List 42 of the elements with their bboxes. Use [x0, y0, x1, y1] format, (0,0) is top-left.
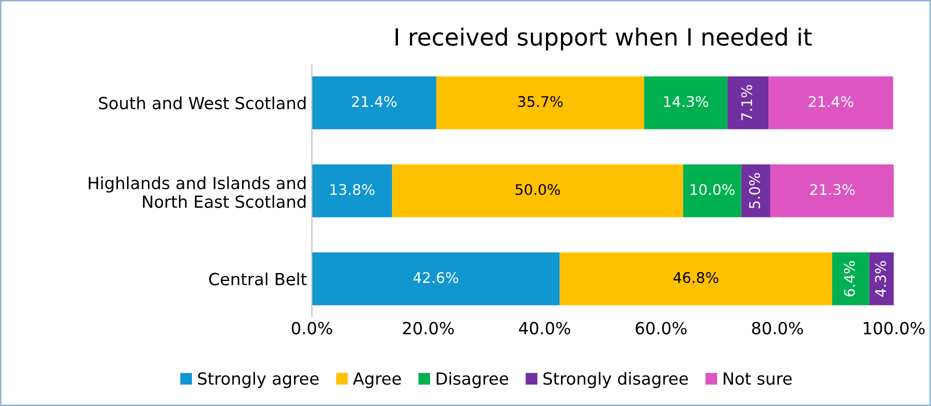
data-label: 14.3%	[664, 96, 708, 108]
legend-label: Disagree	[436, 372, 508, 388]
data-label: 5.0%	[749, 173, 760, 208]
data-label: 50.0%	[516, 184, 560, 196]
bar	[560, 252, 832, 306]
data-label: 35.7%	[518, 96, 563, 108]
data-label: 21.4%	[352, 96, 397, 108]
bar	[644, 76, 728, 130]
data-label: 13.8%	[330, 184, 374, 196]
data-label: 46.8%	[673, 272, 718, 284]
data-label: 21.3%	[810, 184, 855, 196]
y-tick-label: South and West Scotland	[99, 96, 306, 110]
bar	[436, 76, 644, 130]
x-tick-label: 20.0%	[403, 322, 454, 334]
x-tick-label: 60.0%	[636, 322, 687, 334]
legend-label: Strongly agree	[198, 372, 319, 388]
chart-title: I received support when I needed it	[396, 28, 812, 50]
bar	[312, 76, 436, 130]
x-tick-label: 40.0%	[518, 322, 570, 334]
bar	[768, 76, 894, 130]
legend-label: Strongly disagree	[543, 372, 688, 388]
bar	[741, 164, 770, 218]
data-label: 7.1%	[741, 85, 752, 120]
bar	[727, 76, 769, 130]
y-tick-label: Central Belt	[209, 272, 307, 286]
y-tick-label: Highlands and Islands and North East Scotland	[88, 176, 306, 208]
bar	[312, 252, 560, 306]
bar	[832, 252, 870, 306]
bar	[392, 164, 684, 218]
x-tick-label: 100.0%	[864, 322, 925, 334]
x-tick-label: 0.0%	[292, 322, 332, 334]
data-label: 4.3%	[875, 261, 886, 297]
x-tick-label: 80.0%	[752, 322, 803, 334]
bar	[770, 164, 894, 218]
data-label: 21.4%	[808, 96, 854, 108]
bar	[683, 164, 742, 218]
data-label: 10.0%	[690, 184, 735, 196]
legend-label: Agree	[352, 372, 401, 388]
data-label: 42.6%	[413, 272, 458, 284]
legend-label: Not sure	[724, 372, 792, 385]
bar	[312, 164, 392, 218]
data-label: 6.4%	[844, 261, 855, 296]
